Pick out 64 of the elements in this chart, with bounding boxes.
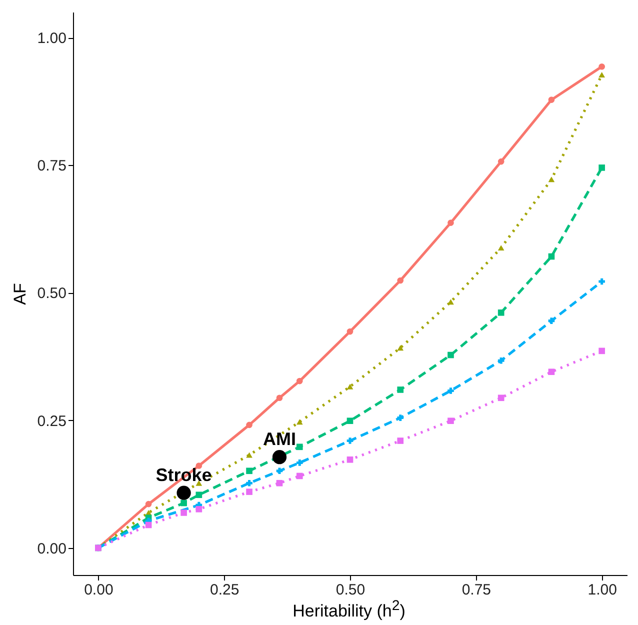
x-tick-label: 1.00 [588,582,617,598]
point [276,394,283,402]
point [346,384,354,390]
x-tick-label: 0.25 [210,582,240,598]
point [598,164,605,171]
x-tick-label: 0.00 [84,582,114,598]
point [346,328,354,335]
point [296,444,303,450]
point [246,480,252,486]
point [598,348,605,354]
annotation: AMI [262,429,296,450]
point [448,220,454,226]
point [548,368,555,376]
x-axis-title: Heritability (h$^{2}$) [292,598,406,622]
point [346,456,354,463]
point [276,468,283,474]
point [498,309,504,316]
point [296,378,303,384]
y-tick-label: 0.50 [37,285,66,302]
point [196,492,202,498]
point [145,522,152,528]
point [397,386,404,393]
point [246,488,252,495]
point [196,506,202,512]
point [548,176,555,182]
point [498,245,504,251]
point [180,500,187,506]
point [397,345,404,351]
point [498,357,504,364]
point [246,452,252,458]
point [548,96,555,103]
point [276,480,283,486]
point [397,438,404,444]
point [145,500,152,508]
point [180,510,187,516]
point [246,422,252,428]
point [448,418,454,424]
point [498,394,504,402]
point [272,450,287,464]
y-tick-label: 0.25 [37,412,66,430]
point [548,318,555,324]
point [176,486,191,500]
y-tick-label: 0.75 [37,158,66,175]
point [448,352,454,358]
point [448,299,454,305]
point [296,419,303,425]
y-axis-title: AF [10,283,30,305]
y-tick-label: 1.00 [37,30,66,48]
point [598,278,605,285]
point [296,460,303,466]
point [448,388,454,394]
point [598,72,605,78]
point [397,414,404,421]
y-tick-label: 0.00 [37,540,66,558]
point [598,63,605,70]
x-tick-label: 0.50 [336,582,366,598]
point [548,253,555,260]
point [346,438,354,444]
x-tick-label: 0.75 [462,582,492,598]
point [246,468,252,474]
point [346,418,354,424]
point [296,472,303,480]
point [397,277,404,284]
point [498,158,504,165]
